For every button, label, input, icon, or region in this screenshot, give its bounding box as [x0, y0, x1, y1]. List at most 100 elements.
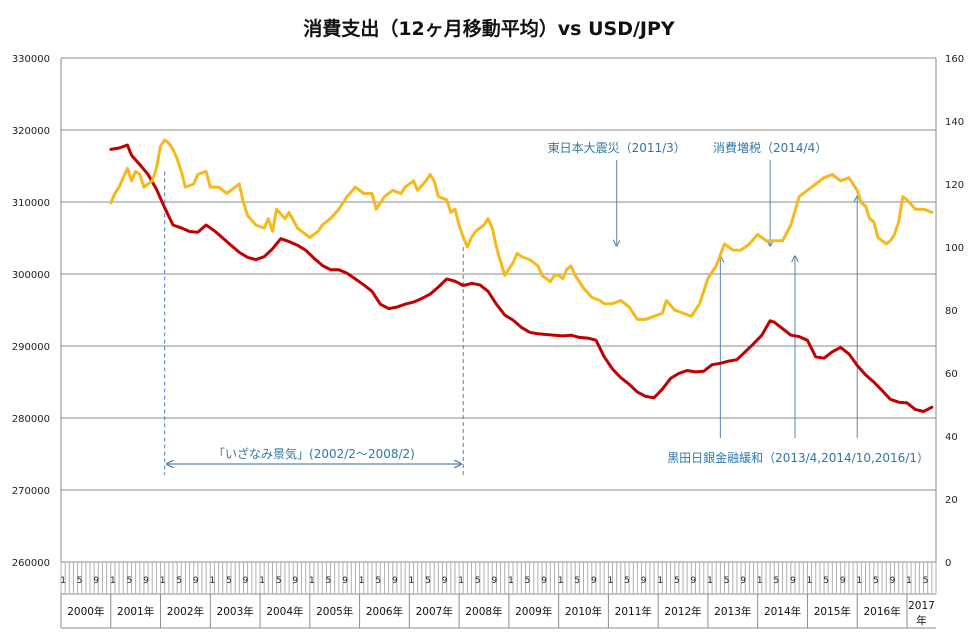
- month-label: 1: [558, 576, 564, 586]
- month-label: 5: [176, 576, 182, 586]
- left-tick-label: 290000: [12, 342, 50, 353]
- month-label: 1: [707, 576, 713, 586]
- annotation-label: 黒田日銀金融緩和（2013/4,2014/10,2016/1）: [667, 450, 929, 465]
- month-label: 9: [890, 576, 896, 586]
- year-label: 2017: [908, 600, 935, 612]
- month-label: 5: [873, 576, 879, 586]
- year-label: 2013年: [714, 605, 751, 618]
- right-tick-label: 40: [945, 432, 958, 443]
- right-tick-label: 140: [945, 117, 964, 128]
- month-label: 9: [193, 576, 199, 586]
- left-tick-label: 260000: [12, 558, 50, 569]
- month-label: 5: [276, 576, 282, 586]
- month-label: 5: [574, 576, 580, 586]
- series-line-0: [109, 143, 934, 413]
- left-tick-label: 300000: [12, 270, 50, 281]
- year-label: 2010年: [565, 605, 602, 618]
- month-label: 5: [624, 576, 630, 586]
- year-label: 2008年: [465, 605, 502, 618]
- year-label: 2005年: [316, 605, 353, 618]
- month-label: 1: [757, 576, 763, 586]
- annotation-label: 東日本大震災（2011/3）: [548, 141, 686, 155]
- month-label: 9: [491, 576, 497, 586]
- month-label: 9: [691, 576, 697, 586]
- annotation-labels: 「いざなみ景気」(2002/2〜2008/2) 東日本大震災（2011/3） 消費増…: [213, 140, 929, 465]
- left-tick-label: 330000: [12, 54, 50, 65]
- month-label: 9: [292, 576, 298, 586]
- year-label: 2007年: [416, 605, 453, 618]
- year-label: 2011年: [615, 605, 652, 618]
- left-tick-label: 280000: [12, 414, 50, 425]
- year-label: 2012年: [664, 605, 701, 618]
- year-label: 2009年: [515, 605, 552, 618]
- year-label-suffix: 年: [916, 614, 927, 627]
- annotation-label: 消費増税（2014/4）: [713, 140, 827, 155]
- month-label: 5: [375, 576, 381, 586]
- month-label: 5: [724, 576, 730, 586]
- month-label: 1: [856, 576, 862, 586]
- right-tick-label: 80: [945, 306, 958, 317]
- month-label: 9: [641, 576, 647, 586]
- month-label: 5: [77, 576, 83, 586]
- series-line-1: [109, 138, 934, 321]
- month-label: 5: [674, 576, 680, 586]
- gridlines: [60, 57, 937, 562]
- year-label: 2016年: [863, 605, 900, 618]
- left-axis: 260000 270000 280000 290000 300000 310000 3200…: [12, 54, 50, 569]
- month-label: 5: [923, 576, 929, 586]
- month-label: 9: [243, 576, 249, 586]
- series-layer: [109, 138, 934, 413]
- month-label: 1: [259, 576, 265, 586]
- month-label: 9: [342, 576, 348, 586]
- year-label: 2002年: [167, 605, 204, 618]
- month-label: 5: [425, 576, 431, 586]
- month-label: 9: [442, 576, 448, 586]
- month-label: 9: [740, 576, 746, 586]
- month-label: 5: [475, 576, 481, 586]
- right-axis: 0 20 40 60 80 100 120 140 160: [945, 54, 964, 569]
- month-label: 9: [93, 576, 99, 586]
- month-label: 1: [657, 576, 663, 586]
- year-label: 2015年: [814, 605, 851, 618]
- left-tick-label: 270000: [12, 486, 50, 497]
- right-tick-label: 60: [945, 369, 958, 380]
- month-label: 5: [326, 576, 332, 586]
- year-label: 2000年: [67, 605, 104, 618]
- year-label: 2006年: [366, 605, 403, 618]
- chart-title: 消費支出（12ヶ月移動平均）vs USD/JPY: [303, 17, 675, 40]
- month-label: 1: [906, 576, 912, 586]
- month-label: 1: [309, 576, 315, 586]
- month-label: 1: [508, 576, 514, 586]
- month-label: 9: [392, 576, 398, 586]
- month-label: 5: [127, 576, 133, 586]
- month-label: 1: [60, 576, 66, 586]
- month-label: 9: [143, 576, 149, 586]
- right-tick-label: 0: [945, 558, 951, 569]
- month-label: 9: [790, 576, 796, 586]
- month-label: 1: [608, 576, 614, 586]
- year-label: 2001年: [117, 605, 154, 618]
- month-label: 1: [110, 576, 116, 586]
- year-label: 2004年: [266, 605, 303, 618]
- right-tick-label: 120: [945, 180, 964, 191]
- month-label: 9: [840, 576, 846, 586]
- month-label: 9: [541, 576, 547, 586]
- right-tick-label: 100: [945, 243, 964, 254]
- month-label: 1: [458, 576, 464, 586]
- year-label: 2014年: [764, 605, 801, 618]
- month-label: 1: [160, 576, 166, 586]
- month-label: 5: [773, 576, 779, 586]
- month-label: 5: [525, 576, 531, 586]
- month-label: 5: [823, 576, 829, 586]
- month-label: 1: [209, 576, 215, 586]
- right-tick-label: 20: [945, 495, 958, 506]
- month-label: 5: [226, 576, 232, 586]
- month-label: 1: [807, 576, 813, 586]
- right-tick-label: 160: [945, 54, 964, 65]
- month-label: 1: [409, 576, 415, 586]
- month-label: 9: [591, 576, 597, 586]
- month-label: 1: [359, 576, 365, 586]
